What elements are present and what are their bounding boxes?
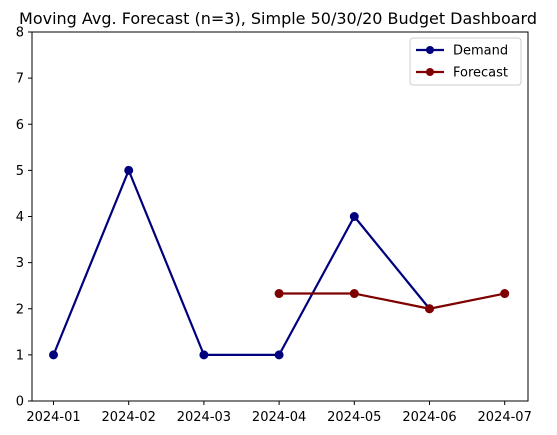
data-point bbox=[49, 350, 58, 360]
x-tick-label: 2024-03 bbox=[177, 410, 231, 425]
legend-label: Demand bbox=[453, 44, 508, 59]
series-forecast bbox=[274, 289, 510, 314]
series-demand bbox=[49, 165, 434, 360]
x-tick-label: 2024-01 bbox=[26, 410, 80, 425]
y-tick-label: 6 bbox=[16, 118, 24, 133]
series-line-forecast bbox=[279, 292, 505, 310]
x-tick-label: 2024-07 bbox=[478, 410, 532, 425]
plot-series bbox=[49, 165, 510, 360]
y-tick-label: 0 bbox=[16, 395, 24, 410]
y-tick-label: 8 bbox=[16, 26, 24, 41]
data-point bbox=[199, 350, 209, 360]
legend-swatch-marker bbox=[426, 68, 434, 76]
plot-frame bbox=[31, 31, 529, 402]
legend-label: Forecast bbox=[453, 66, 508, 81]
data-point bbox=[274, 350, 284, 360]
data-point bbox=[349, 289, 359, 299]
y-axis: 0 1 2 3 4 5 6 7 8 bbox=[16, 26, 32, 410]
x-tick-label: 2024-02 bbox=[102, 410, 156, 425]
legend-swatch-marker bbox=[426, 46, 434, 54]
data-point bbox=[425, 304, 434, 314]
x-tick-label: 2024-04 bbox=[252, 410, 306, 425]
data-point bbox=[124, 165, 134, 175]
x-tick-label: 2024-06 bbox=[402, 410, 456, 425]
y-tick-label: 7 bbox=[16, 72, 24, 87]
data-point bbox=[500, 289, 510, 299]
data-point bbox=[274, 289, 284, 299]
y-tick-label: 5 bbox=[16, 164, 24, 179]
y-tick-label: 4 bbox=[16, 210, 24, 225]
series-line-demand bbox=[52, 169, 431, 356]
legend: Demand Forecast bbox=[409, 37, 522, 86]
chart-title: Moving Avg. Forecast (n=3), Simple 50/30… bbox=[19, 9, 537, 28]
x-tick-label: 2024-05 bbox=[327, 410, 381, 425]
y-tick-label: 3 bbox=[16, 256, 24, 271]
y-tick-label: 1 bbox=[16, 348, 24, 363]
data-point bbox=[349, 212, 359, 221]
x-axis: 2024-01 2024-02 2024-03 2024-04 2024-05 2024-… bbox=[26, 401, 532, 425]
y-tick-label: 2 bbox=[16, 302, 24, 317]
